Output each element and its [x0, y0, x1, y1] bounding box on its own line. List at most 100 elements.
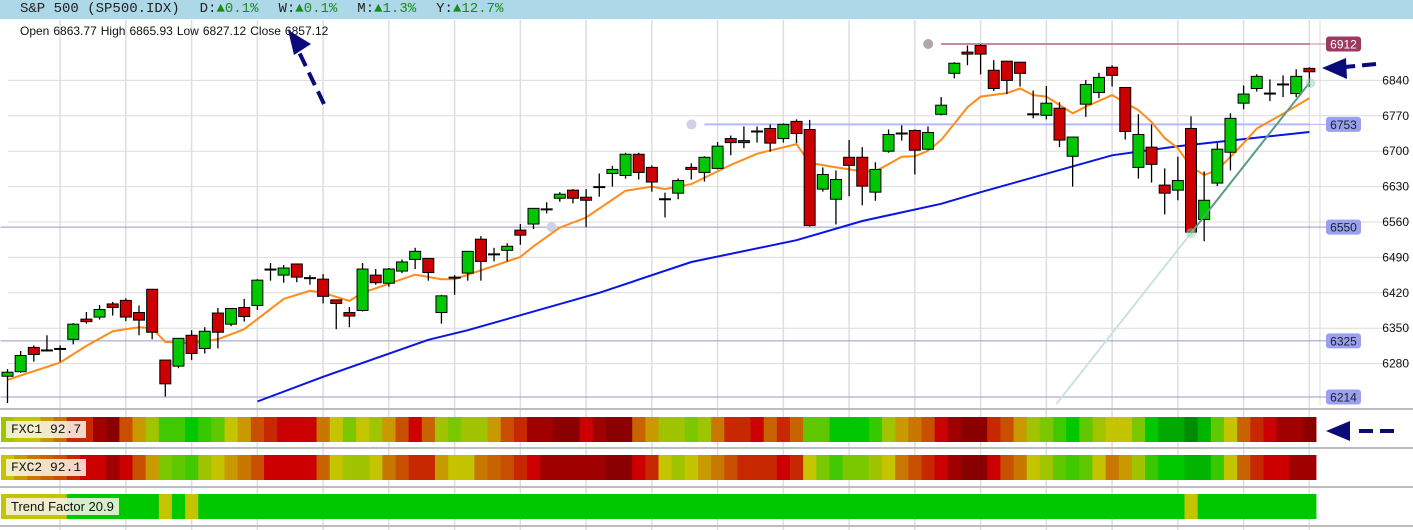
candle-body [251, 279, 264, 306]
heatmap-cell [763, 494, 778, 519]
heatmap-cell [684, 417, 699, 442]
candle-body [566, 189, 579, 199]
candlestick [225, 307, 238, 327]
candlestick [1000, 60, 1013, 95]
change-label: M: [357, 1, 375, 17]
heatmap-cell [882, 417, 896, 442]
heatmap-cell [1158, 417, 1172, 442]
candlestick [67, 323, 80, 345]
heatmap-cell [750, 455, 765, 480]
candlestick [856, 147, 869, 206]
candle-body [672, 180, 685, 194]
candle-body [1014, 61, 1027, 74]
heatmap-cell [1039, 494, 1054, 519]
indicator-heatmap-row [1, 455, 1317, 480]
candlestick [948, 62, 961, 79]
candlestick [566, 189, 579, 204]
candlestick [882, 129, 895, 153]
heatmap-cell [290, 494, 304, 519]
heatmap-cell [1118, 494, 1133, 519]
heatmap-cell [763, 455, 778, 480]
heatmap-cell [1289, 455, 1304, 480]
candlestick [1263, 79, 1276, 102]
candlestick [645, 165, 658, 192]
candle-body [645, 166, 658, 183]
heatmap-cell [434, 455, 449, 480]
candle-body [514, 229, 527, 236]
candlestick [422, 257, 435, 281]
candlestick [974, 44, 987, 75]
heatmap-cell [921, 494, 936, 519]
heatmap-cell [829, 455, 844, 480]
heatmap-cell [855, 455, 870, 480]
heatmap-cell [1158, 494, 1172, 519]
heatmap-cell [1079, 417, 1093, 442]
heatmap-cell [250, 455, 265, 480]
heatmap-cell [316, 455, 331, 480]
heatmap-cell [842, 494, 857, 519]
heatmap-cell [724, 455, 738, 480]
candlestick [698, 156, 711, 182]
heatmap-cell [1237, 455, 1251, 480]
heatmap-cell [264, 494, 278, 519]
heatmap-cell [290, 417, 304, 442]
heatmap-cell [1302, 417, 1317, 442]
heatmap-cell [658, 417, 673, 442]
candle-body [277, 267, 290, 276]
heatmap-cell [448, 494, 462, 519]
close-label: Close [250, 24, 281, 38]
heatmap-cell [1250, 455, 1264, 480]
heatmap-cell [1013, 494, 1028, 519]
candlestick [54, 345, 67, 362]
heatmap-cell [619, 494, 633, 519]
heatmap-cell [632, 417, 646, 442]
heatmap-cell [1092, 455, 1107, 480]
heatmap-cell [1145, 455, 1159, 480]
candle-body [816, 173, 829, 190]
heatmap-cell [645, 455, 659, 480]
candlestick [1106, 65, 1119, 87]
heatmap-cell [119, 455, 133, 480]
candlestick [146, 288, 159, 340]
candle-body [619, 153, 632, 176]
heatmap-cell [1171, 455, 1185, 480]
candle-body [1066, 136, 1079, 157]
level-handle [923, 39, 934, 49]
heatmap-cell [342, 455, 357, 480]
heatmap-cell [908, 417, 922, 442]
heatmap-cell [1118, 455, 1133, 480]
candle-body [974, 45, 987, 55]
candlestick [1185, 116, 1197, 234]
trendline-extension [1055, 232, 1192, 405]
candlestick [1014, 61, 1027, 87]
change-value: 0.1% [224, 1, 259, 17]
heatmap-cell [1066, 494, 1080, 519]
heatmap-cell [237, 455, 252, 480]
candle-body [211, 312, 224, 333]
heatmap-cell [1276, 417, 1291, 442]
candlestick [1, 369, 14, 404]
heatmap-cell [1000, 455, 1014, 480]
candlestick [1027, 90, 1040, 119]
heatmap-cell [566, 494, 581, 519]
heatmap-cell [1053, 417, 1067, 442]
heatmap-cell [553, 494, 567, 519]
heatmap-cell [1026, 455, 1041, 480]
heatmap-cell [632, 455, 646, 480]
heatmap-cell [1197, 494, 1212, 519]
heatmap-cell [1210, 494, 1225, 519]
heatmap-cell [1013, 455, 1028, 480]
heatmap-cell [434, 494, 449, 519]
price-level-badge [1326, 219, 1361, 235]
heatmap-cell [369, 455, 383, 480]
candlestick [251, 279, 264, 310]
heatmap-cell [1026, 417, 1041, 442]
heatmap-cell [145, 494, 160, 519]
heatmap-cell [1210, 417, 1225, 442]
up-arrow-icon: ▲ [295, 1, 304, 17]
heatmap-cell [711, 494, 725, 519]
heatmap-cell [500, 455, 515, 480]
heatmap-cell [1289, 494, 1304, 519]
candlestick [277, 264, 290, 283]
